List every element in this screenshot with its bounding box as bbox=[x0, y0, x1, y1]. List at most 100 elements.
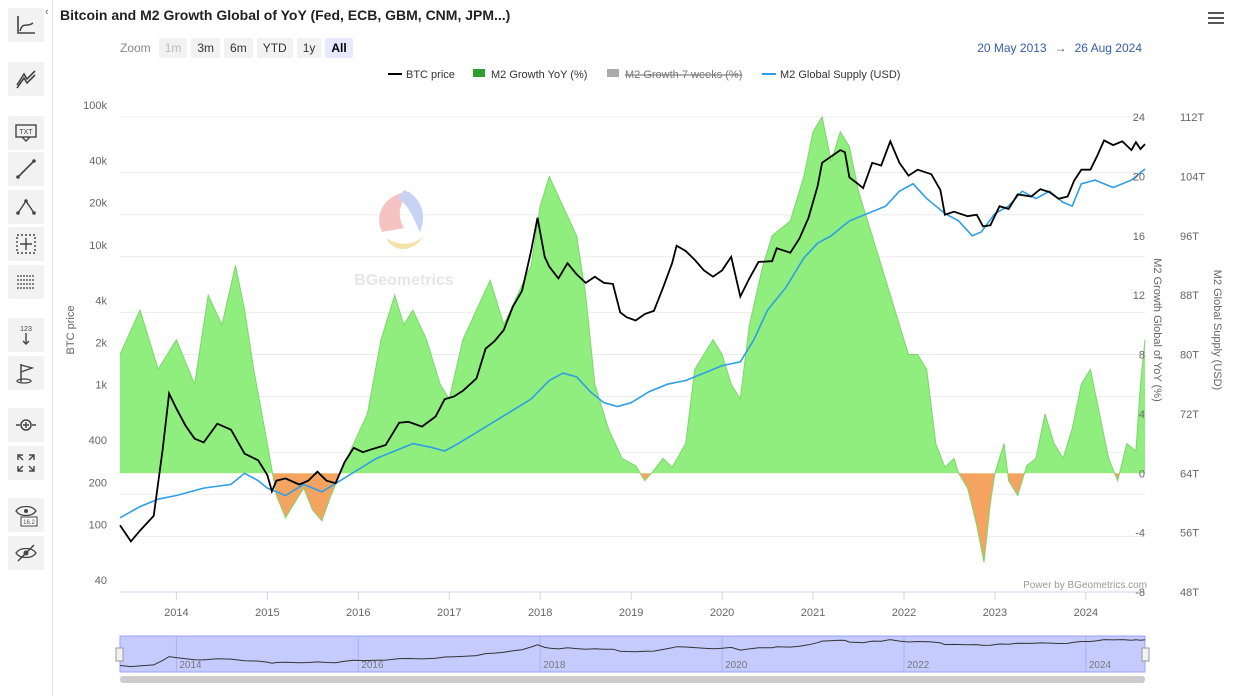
legend-item[interactable]: BTC price bbox=[406, 69, 455, 81]
watermark-shape bbox=[379, 192, 410, 232]
navigator-tick-label: 2024 bbox=[1089, 660, 1112, 671]
navigator-tick-label: 2014 bbox=[179, 660, 202, 671]
x-tick-label: 2024 bbox=[1074, 607, 1098, 619]
watermark-shape bbox=[398, 190, 424, 232]
line-chart-icon[interactable] bbox=[8, 8, 44, 42]
text-annotation-icon[interactable]: TXT bbox=[8, 116, 44, 150]
zoom-3m-button[interactable]: 3m bbox=[191, 38, 221, 58]
m2-growth-line bbox=[119, 115, 1146, 563]
y2-tick-label: 12 bbox=[1133, 290, 1145, 302]
navigator-handle-left[interactable] bbox=[115, 647, 124, 662]
zoom-label: Zoom bbox=[120, 41, 151, 55]
y3-tick-label: 88T bbox=[1180, 290, 1199, 302]
hide-icon[interactable] bbox=[8, 536, 44, 570]
range-to-input[interactable]: 26 Aug 2024 bbox=[1074, 41, 1142, 55]
zoom-selector: Zoom 1m 3m 6m YTD 1y All bbox=[120, 38, 353, 58]
y-tick-label: 400 bbox=[89, 435, 107, 447]
y2-tick-label: 20 bbox=[1133, 171, 1145, 183]
parallel-lines-icon[interactable] bbox=[8, 265, 44, 299]
x-tick-label: 2019 bbox=[619, 607, 643, 619]
trend-lines-icon[interactable] bbox=[8, 62, 44, 96]
grid-lines bbox=[120, 116, 1145, 593]
y2-tick-label: -8 bbox=[1135, 587, 1145, 599]
watermark-shape bbox=[386, 236, 424, 250]
y2-tick-label: 4 bbox=[1139, 409, 1145, 421]
y2-tick-label: 8 bbox=[1139, 350, 1145, 362]
y-tick-label: 2k bbox=[95, 338, 107, 350]
navigator-scrollbar[interactable] bbox=[120, 676, 1145, 683]
zoom-1m-button[interactable]: 1m bbox=[158, 38, 188, 58]
zoom-all-button[interactable]: All bbox=[325, 38, 353, 58]
x-tick-label: 2022 bbox=[892, 607, 916, 619]
navigator-tick-label: 2020 bbox=[725, 660, 748, 671]
zoom-6m-button[interactable]: 6m bbox=[224, 38, 253, 58]
y3-tick-label: 48T bbox=[1180, 587, 1199, 599]
svg-text:16.2: 16.2 bbox=[23, 520, 35, 526]
y-tick-label: 1k bbox=[95, 380, 107, 392]
chart-title: Bitcoin and M2 Growth Global of YoY (Fed… bbox=[60, 7, 511, 23]
legend-item[interactable]: M2 Global Supply (USD) bbox=[780, 69, 900, 81]
legend-symbol bbox=[473, 69, 485, 77]
x-tick-label: 2014 bbox=[164, 607, 188, 619]
y-tick-label: 40 bbox=[95, 575, 107, 587]
legend: BTC price M2 Growth YoY (%) M2 Growth 7 we… bbox=[388, 69, 900, 81]
y3-tick-label: 64T bbox=[1180, 468, 1199, 480]
navigator-tick-label: 2018 bbox=[543, 660, 566, 671]
legend-symbol bbox=[607, 69, 619, 77]
y3-tick-label: 104T bbox=[1180, 171, 1205, 183]
label-toggle-icon[interactable]: 16.2 bbox=[8, 498, 44, 532]
y2-axis-title: M2 Growth Global of YoY (%) bbox=[1151, 258, 1163, 401]
y-tick-label: 200 bbox=[89, 477, 107, 489]
credit-text: Power by BGeometrics.com bbox=[1023, 580, 1147, 591]
hamburger-menu-icon[interactable] bbox=[1208, 12, 1224, 26]
svg-text:123: 123 bbox=[20, 326, 32, 333]
navigator: 2014 2016 2018 2020 2022 2024 bbox=[115, 635, 1150, 683]
y2-tick-label: 16 bbox=[1133, 231, 1145, 243]
x-tick-label: 2018 bbox=[528, 607, 552, 619]
legend-item[interactable]: M2 Growth 7 weeks (%) bbox=[625, 69, 742, 81]
date-range: 20 May 2013 → 26 Aug 2024 bbox=[977, 41, 1142, 55]
flag-icon[interactable] bbox=[8, 356, 44, 390]
navigator-tick-label: 2022 bbox=[907, 660, 930, 671]
x-tick-label: 2023 bbox=[983, 607, 1007, 619]
y-tick-label: 40k bbox=[89, 156, 107, 168]
fullscreen-icon[interactable] bbox=[8, 446, 44, 480]
x-tick-label: 2021 bbox=[801, 607, 825, 619]
watermark-text: BGeometrics bbox=[354, 272, 454, 289]
range-from-input[interactable]: 20 May 2013 bbox=[977, 41, 1047, 55]
crosshair-icon[interactable] bbox=[8, 227, 44, 261]
drawing-toolbar: TXT 123 16.2 bbox=[0, 0, 53, 696]
y3-tick-label: 96T bbox=[1180, 231, 1199, 243]
zoom-tool-icon[interactable] bbox=[8, 408, 44, 442]
m2-growth-area-positive bbox=[120, 117, 1145, 474]
range-arrow-icon: → bbox=[1054, 41, 1067, 55]
line-segment-icon[interactable] bbox=[8, 152, 44, 186]
navigator-handle-right[interactable] bbox=[1141, 647, 1150, 662]
y3-tick-label: 80T bbox=[1180, 350, 1199, 362]
y-tick-label: 4k bbox=[95, 295, 107, 307]
collapse-sidebar-icon[interactable]: ‹ bbox=[45, 6, 49, 18]
x-tick-label: 2017 bbox=[437, 607, 461, 619]
y2-tick-label: 0 bbox=[1139, 468, 1145, 480]
zoom-1y-button[interactable]: 1y bbox=[296, 38, 322, 58]
svg-text:TXT: TXT bbox=[19, 129, 33, 136]
x-tick-label: 2015 bbox=[255, 607, 279, 619]
y3-axis-title: M2 Global Supply (USD) bbox=[1211, 270, 1223, 390]
y-tick-label: 20k bbox=[89, 198, 107, 210]
y2-tick-label: -4 bbox=[1135, 528, 1145, 540]
zoom-ytd-button[interactable]: YTD bbox=[256, 38, 293, 58]
m2-supply-line bbox=[119, 168, 1146, 519]
triangle-pattern-icon[interactable] bbox=[8, 190, 44, 224]
x-tick-label: 2016 bbox=[346, 607, 370, 619]
legend-item[interactable]: M2 Growth YoY (%) bbox=[491, 69, 587, 81]
y-axis-title: BTC price bbox=[65, 306, 77, 355]
y3-tick-label: 112T bbox=[1180, 112, 1205, 124]
navigator-selection bbox=[119, 635, 1146, 673]
watermark-logo: BGeometrics bbox=[354, 190, 454, 289]
y3-tick-label: 56T bbox=[1180, 528, 1199, 540]
vertical-counter-icon[interactable]: 123 bbox=[8, 318, 44, 352]
y-tick-label: 100k bbox=[83, 100, 107, 112]
y-tick-label: 100 bbox=[89, 519, 107, 531]
navigator-series bbox=[119, 639, 1146, 668]
